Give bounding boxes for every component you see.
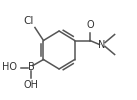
Text: O: O xyxy=(86,20,94,30)
Text: Cl: Cl xyxy=(24,16,34,26)
Text: OH: OH xyxy=(24,80,39,90)
Text: B: B xyxy=(28,62,35,72)
Text: HO: HO xyxy=(2,62,17,72)
Text: N: N xyxy=(98,40,105,50)
